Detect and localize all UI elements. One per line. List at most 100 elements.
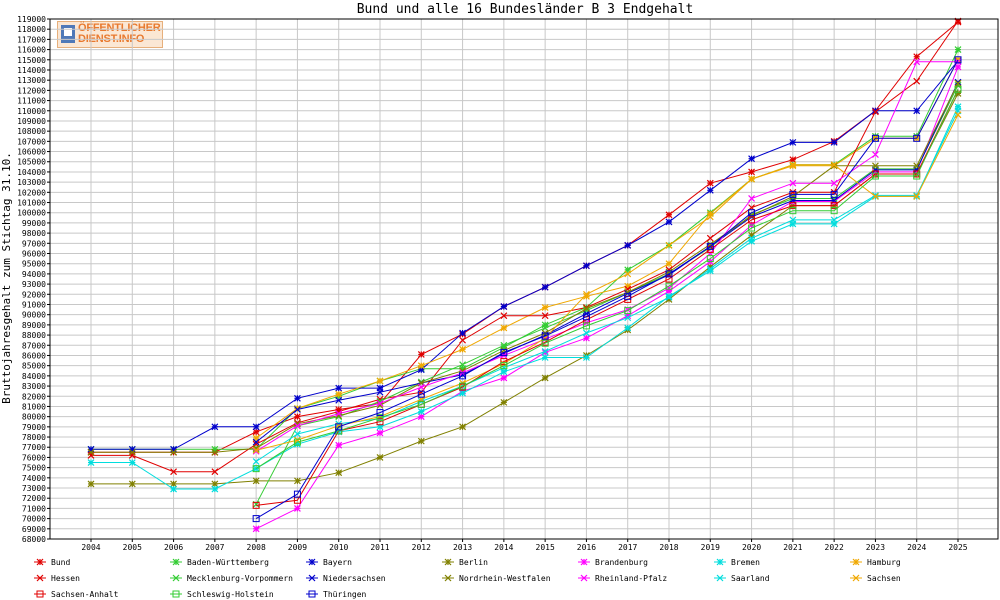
data-point — [294, 420, 301, 428]
x-tick-label: 2017 — [618, 543, 637, 552]
data-point — [583, 354, 590, 361]
y-tick-label: 71000 — [22, 504, 46, 513]
legend-label: Sachsen-Anhalt — [51, 590, 119, 599]
marker-square — [335, 423, 343, 431]
data-point — [954, 85, 962, 93]
data-point — [417, 390, 425, 398]
marker-square — [582, 313, 590, 321]
marker-x-stroke — [624, 288, 632, 296]
marker-x-stroke — [444, 574, 452, 582]
x-tick-label: 2013 — [453, 543, 472, 552]
legend-item: Rheinland-Pfalz — [578, 574, 667, 583]
data-point — [789, 179, 797, 187]
data-point — [500, 360, 508, 368]
data-point — [335, 396, 343, 404]
data-point — [582, 322, 590, 330]
y-tick-label: 74000 — [22, 474, 46, 483]
legend-marker — [172, 574, 180, 582]
data-point — [830, 138, 838, 146]
data-point — [376, 388, 384, 396]
marker-x-stroke — [913, 192, 921, 200]
data-point — [665, 241, 673, 249]
marker-x-stroke — [36, 574, 44, 582]
data-point — [252, 428, 260, 436]
data-point — [872, 192, 879, 200]
marker-x-stroke — [294, 420, 301, 428]
series-lines — [87, 17, 962, 533]
data-point — [294, 504, 301, 512]
data-point — [211, 485, 219, 493]
data-point — [913, 172, 921, 180]
legend-label: Saarland — [731, 574, 770, 583]
data-point — [376, 377, 384, 385]
marker-x-stroke — [583, 329, 590, 337]
series-line — [255, 59, 959, 520]
x-tick-label: 2024 — [907, 543, 926, 552]
legend-label: Schleswig-Holstein — [187, 590, 274, 599]
marker-square — [541, 332, 549, 340]
chart-title: Bund und alle 16 Bundesländer B 3 Endgeh… — [357, 2, 694, 17]
data-point — [913, 134, 921, 142]
series-line — [255, 89, 959, 470]
legend-item: Bremen — [714, 558, 760, 567]
marker-x-stroke — [583, 307, 590, 315]
marker-square — [789, 207, 797, 215]
legend-item: Bund — [34, 558, 70, 567]
marker-x-stroke — [830, 162, 838, 170]
grid — [50, 18, 998, 540]
data-point — [417, 400, 425, 408]
legend-marker — [580, 558, 588, 566]
data-point — [624, 282, 632, 290]
data-point — [872, 151, 879, 159]
y-tick-label: 117000 — [17, 35, 46, 44]
x-tick-label: 2006 — [164, 543, 183, 552]
data-point — [500, 312, 508, 320]
y-tick-label: 85000 — [22, 362, 46, 371]
data-point — [665, 282, 673, 290]
data-point — [954, 111, 962, 119]
y-tick-label: 115000 — [17, 56, 46, 65]
y-tick-label: 104000 — [17, 168, 46, 177]
data-point — [170, 468, 177, 476]
legend-label: Baden-Württemberg — [187, 558, 269, 567]
data-point — [252, 438, 260, 446]
y-tick-label: 114000 — [17, 66, 46, 75]
data-point — [500, 358, 508, 366]
data-point — [417, 388, 425, 396]
data-point — [335, 469, 343, 477]
marker-x-stroke — [87, 448, 95, 456]
series-line — [91, 60, 959, 450]
data-point — [706, 179, 714, 187]
data-point — [211, 468, 219, 476]
data-point — [706, 213, 714, 221]
data-point — [789, 216, 797, 224]
marker-x-stroke — [789, 216, 797, 224]
series-line — [255, 59, 959, 439]
data-point — [748, 216, 756, 224]
y-tick-label: 119000 — [17, 15, 46, 24]
y-tick-label: 116000 — [17, 46, 46, 55]
data-point — [954, 78, 962, 86]
marker-x-stroke — [459, 336, 466, 344]
data-point — [252, 525, 260, 533]
marker-square — [789, 190, 797, 198]
logo-text-line1: ÖFFENTLICHER — [78, 22, 161, 34]
data-point — [872, 162, 879, 170]
marker-x-stroke — [830, 161, 838, 169]
x-tick-label: 2020 — [742, 543, 761, 552]
x-tick-label: 2023 — [866, 543, 885, 552]
data-point — [293, 490, 301, 498]
data-point — [624, 292, 632, 300]
legend-marker — [308, 574, 316, 582]
marker-x-stroke — [459, 361, 466, 369]
data-point — [748, 234, 755, 242]
legend-item: Brandenburg — [578, 558, 648, 567]
legend-item: Hamburg — [850, 558, 901, 567]
marker-x-stroke — [252, 444, 260, 452]
series-mecklenburg-vorpommern — [252, 81, 962, 508]
marker-x-stroke — [500, 360, 508, 368]
data-point — [252, 458, 260, 465]
marker-x-stroke — [335, 410, 343, 418]
